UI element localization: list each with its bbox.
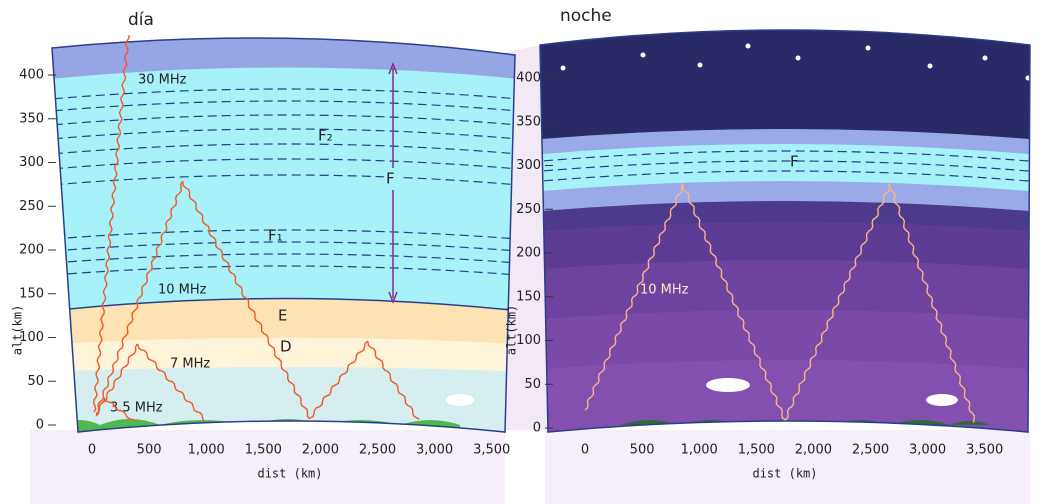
x-tick-label: 1,500	[738, 443, 775, 458]
cloud	[446, 394, 474, 406]
y-tick-label: 350	[19, 111, 44, 126]
freq-label: 10 MHz	[640, 283, 689, 298]
day-panel	[40, 20, 530, 440]
x-tick-label: 500	[630, 443, 655, 458]
y-tick-label: 100	[19, 330, 44, 345]
y-tick-label: 400	[516, 71, 541, 86]
y-tick-label: 300	[19, 155, 44, 170]
cloud	[926, 394, 958, 406]
x-axis-label: dist (km)	[257, 467, 322, 481]
layer-label: E	[278, 307, 287, 325]
freq-label: 3.5 MHz	[110, 401, 163, 416]
x-tick-label: 500	[137, 443, 162, 458]
x-tick-label: 2,000	[302, 443, 339, 458]
y-tick-label: 50	[27, 374, 44, 389]
night-panel	[530, 10, 1040, 440]
x-axis-label: dist (km)	[752, 467, 817, 481]
y-tick-label: 150	[19, 286, 44, 301]
x-tick-label: 0	[88, 443, 96, 458]
y-tick-label: 150	[516, 289, 541, 304]
freq-label: 30 MHz	[138, 73, 187, 88]
x-tick-label: 1,000	[681, 443, 718, 458]
y-tick-label: 50	[524, 377, 541, 392]
x-tick-label: 3,000	[909, 443, 946, 458]
y-tick-label: 100	[516, 333, 541, 348]
y-tick-label: 0	[533, 421, 541, 436]
layer-label: F	[790, 153, 799, 171]
y-tick-label: 250	[19, 199, 44, 214]
x-tick-label: 2,000	[795, 443, 832, 458]
y-tick-label: 300	[516, 158, 541, 173]
y-tick-label: 200	[516, 246, 541, 261]
layer-label: F₂	[318, 127, 333, 145]
y-tick-label: 400	[19, 68, 44, 83]
y-tick-label: 200	[19, 243, 44, 258]
x-tick-label: 2,500	[852, 443, 889, 458]
night-title: noche	[560, 6, 612, 26]
freq-label: 10 MHz	[158, 283, 207, 298]
cloud	[706, 378, 750, 392]
axis-gap	[505, 430, 545, 504]
layer-label: D	[280, 338, 292, 356]
x-tick-label: 3,500	[473, 443, 510, 458]
ionosphere-diagram: día noche F₂ F F₁ E D 30 MHz 10 MHz 7 MH…	[0, 0, 1045, 504]
x-tick-label: 1,500	[245, 443, 282, 458]
y-tick-label: 250	[516, 202, 541, 217]
y-tick-label: 0	[36, 418, 44, 433]
x-tick-label: 3,000	[416, 443, 453, 458]
freq-label: 7 MHz	[170, 357, 210, 372]
day-title: día	[128, 10, 154, 30]
x-tick-label: 3,500	[966, 443, 1003, 458]
x-tick-label: 0	[581, 443, 589, 458]
x-tick-label: 1,000	[188, 443, 225, 458]
x-tick-label: 2,500	[359, 443, 396, 458]
layer-label: F₁	[268, 227, 283, 245]
layer-label: F	[386, 170, 395, 188]
y-tick-label: 350	[516, 114, 541, 129]
